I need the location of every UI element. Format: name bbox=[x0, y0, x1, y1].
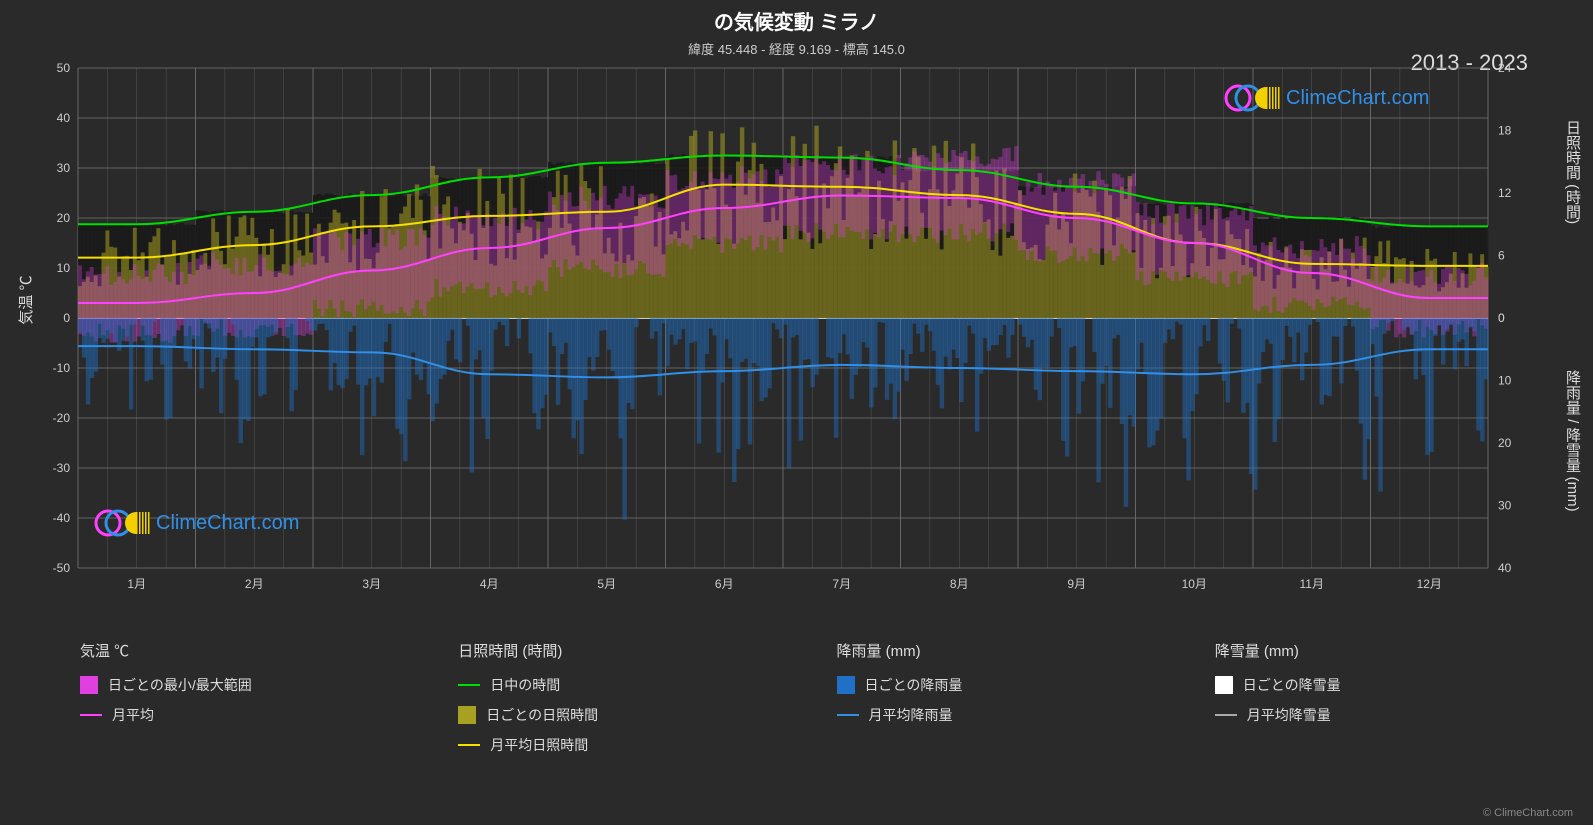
legend-item: 月平均 bbox=[80, 705, 418, 725]
legend-col-rain: 降雨量 (mm) 日ごとの降雨量月平均降雨量 bbox=[837, 640, 1175, 765]
chart-subtitle: 緯度 45.448 - 経度 9.169 - 標高 145.0 bbox=[0, 39, 1593, 58]
right-axis-bottom-label: 降雨量 / 降雪量 (mm) bbox=[1562, 370, 1583, 512]
legend-col-snow: 降雪量 (mm) 日ごとの降雪量月平均降雪量 bbox=[1215, 640, 1553, 765]
svg-text:-30: -30 bbox=[53, 461, 71, 475]
svg-text:6: 6 bbox=[1498, 249, 1505, 263]
climate-plot: -50-40-30-20-100102030405006121824010203… bbox=[78, 68, 1488, 598]
svg-text:0: 0 bbox=[63, 311, 70, 325]
svg-text:ClimeChart.com: ClimeChart.com bbox=[1286, 87, 1429, 109]
legend-label: 日ごとの降雨量 bbox=[865, 675, 963, 695]
svg-text:-40: -40 bbox=[53, 511, 71, 525]
left-axis-label: 気温 ℃ bbox=[15, 275, 36, 324]
svg-text:8月: 8月 bbox=[950, 577, 969, 591]
copyright: © ClimeChart.com bbox=[1483, 807, 1573, 819]
legend-item: 月平均降雪量 bbox=[1215, 705, 1553, 725]
legend-item: 日ごとの降雪量 bbox=[1215, 675, 1553, 695]
svg-text:ClimeChart.com: ClimeChart.com bbox=[156, 512, 299, 534]
legend-label: 月平均 bbox=[112, 705, 154, 725]
legend-label: 月平均降雪量 bbox=[1247, 705, 1331, 725]
svg-text:9月: 9月 bbox=[1067, 577, 1086, 591]
legend-label: 日ごとの日照時間 bbox=[486, 705, 598, 725]
svg-text:2月: 2月 bbox=[245, 577, 264, 591]
right-axis-top-label: 日照時間 (時間) bbox=[1562, 120, 1583, 224]
svg-text:3月: 3月 bbox=[362, 577, 381, 591]
svg-text:10: 10 bbox=[1498, 374, 1512, 388]
chart-area: -50-40-30-20-100102030405006121824010203… bbox=[78, 68, 1488, 598]
legend-col-sunshine: 日照時間 (時間) 日中の時間日ごとの日照時間月平均日照時間 bbox=[458, 640, 796, 765]
svg-text:10: 10 bbox=[57, 261, 71, 275]
legend-label: 日中の時間 bbox=[490, 675, 560, 695]
legend-swatch bbox=[80, 676, 98, 694]
legend-item: 日中の時間 bbox=[458, 675, 796, 695]
legend-item: 日ごとの降雨量 bbox=[837, 675, 1175, 695]
legend-swatch bbox=[1215, 676, 1233, 694]
legend-label: 日ごとの降雪量 bbox=[1243, 675, 1341, 695]
svg-text:30: 30 bbox=[57, 161, 71, 175]
svg-text:24: 24 bbox=[1498, 61, 1512, 75]
svg-text:11月: 11月 bbox=[1300, 577, 1324, 591]
legend-swatch bbox=[837, 714, 859, 716]
legend-label: 日ごとの最小/最大範囲 bbox=[108, 675, 252, 695]
svg-text:4月: 4月 bbox=[480, 577, 499, 591]
legend-swatch bbox=[1215, 714, 1237, 716]
legend-item: 日ごとの最小/最大範囲 bbox=[80, 675, 418, 695]
svg-text:0: 0 bbox=[1498, 311, 1505, 325]
svg-text:50: 50 bbox=[57, 61, 71, 75]
svg-text:12: 12 bbox=[1498, 186, 1512, 200]
legend-heading: 降雨量 (mm) bbox=[837, 640, 1175, 661]
legend-item: 月平均降雨量 bbox=[837, 705, 1175, 725]
legend-heading: 降雪量 (mm) bbox=[1215, 640, 1553, 661]
svg-text:6月: 6月 bbox=[715, 577, 734, 591]
chart-title: の気候変動 ミラノ bbox=[0, 6, 1593, 35]
svg-text:30: 30 bbox=[1498, 499, 1512, 513]
svg-text:40: 40 bbox=[1498, 561, 1512, 575]
svg-text:12月: 12月 bbox=[1417, 577, 1442, 591]
svg-text:20: 20 bbox=[1498, 436, 1512, 450]
legend-col-temperature: 気温 ℃ 日ごとの最小/最大範囲月平均 bbox=[80, 640, 418, 765]
legend-label: 月平均日照時間 bbox=[490, 735, 588, 755]
legend-item: 日ごとの日照時間 bbox=[458, 705, 796, 725]
svg-text:-20: -20 bbox=[53, 411, 71, 425]
legend-swatch bbox=[458, 684, 480, 686]
legend-swatch bbox=[458, 744, 480, 746]
legend: 気温 ℃ 日ごとの最小/最大範囲月平均 日照時間 (時間) 日中の時間日ごとの日… bbox=[80, 640, 1553, 765]
legend-heading: 気温 ℃ bbox=[80, 640, 418, 661]
legend-item: 月平均日照時間 bbox=[458, 735, 796, 755]
svg-text:10月: 10月 bbox=[1182, 577, 1207, 591]
legend-swatch bbox=[80, 714, 102, 716]
svg-text:7月: 7月 bbox=[832, 577, 851, 591]
svg-text:-50: -50 bbox=[53, 561, 71, 575]
svg-text:18: 18 bbox=[1498, 124, 1512, 138]
legend-label: 月平均降雨量 bbox=[869, 705, 953, 725]
legend-heading: 日照時間 (時間) bbox=[458, 640, 796, 661]
svg-text:40: 40 bbox=[57, 111, 71, 125]
svg-text:1月: 1月 bbox=[127, 577, 146, 591]
svg-text:-10: -10 bbox=[53, 361, 71, 375]
legend-swatch bbox=[458, 706, 476, 724]
legend-swatch bbox=[837, 676, 855, 694]
svg-text:5月: 5月 bbox=[597, 577, 616, 591]
svg-text:20: 20 bbox=[57, 211, 71, 225]
